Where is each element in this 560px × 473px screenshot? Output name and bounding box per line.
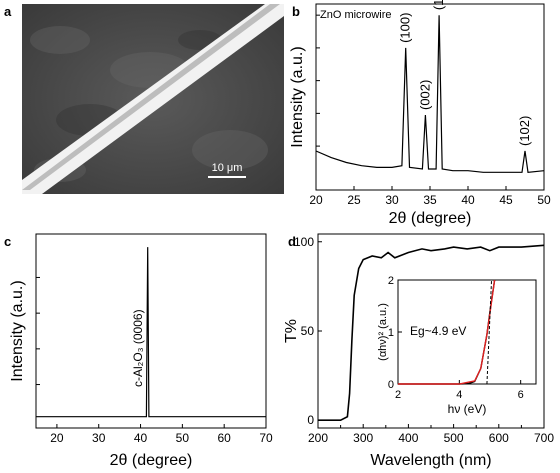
panel-label-d: d	[288, 234, 296, 249]
x-ticks-b: 20 25 30 35 40 45 50	[309, 186, 551, 207]
c-xtick-label: 60	[218, 431, 232, 445]
peak-label: (102)	[517, 116, 532, 146]
inset-y-axis-label: (αhν)² (a.u.)	[377, 303, 389, 361]
x-axis-label-b: 2θ (degree)	[389, 210, 472, 227]
y-ticks-c	[36, 276, 40, 386]
b-xtick-label: 40	[461, 193, 475, 207]
inset-xtick-label: 6	[518, 389, 524, 401]
series-line-d	[318, 244, 545, 421]
c-xtick-label: 50	[176, 431, 190, 445]
inset-xtick-label: 4	[456, 389, 462, 401]
panel-b: b ZnO microwire 20 25 30 35 40 45 50 (100) (002…	[289, 0, 551, 227]
panel-c: c 20 30 40 50 60 70 c-Al₂O₃ (0006) 2θ (degree…	[4, 233, 273, 469]
x-axis-label-c: 2θ (degree)	[110, 452, 193, 469]
b-xtick-label: 35	[423, 193, 437, 207]
x-axis-label-d: Wavelength (nm)	[370, 452, 491, 469]
panel-label-c: c	[4, 234, 11, 249]
c-xtick-label: 40	[134, 431, 148, 445]
inset-x-axis-label: hν (eV)	[448, 402, 487, 416]
d-xtick-label: 600	[489, 431, 509, 445]
c-xtick-label: 30	[92, 431, 106, 445]
microwire-shade	[22, 4, 280, 190]
y-ticks-b	[316, 14, 320, 147]
chart-b-title: ZnO microwire	[320, 9, 392, 21]
d-ytick-label: 100	[294, 235, 314, 249]
d-ytick-label: 0	[307, 413, 314, 427]
inset-ytick-label: 1	[388, 327, 394, 339]
plot-frame-c	[35, 233, 267, 429]
panel-label-b: b	[292, 4, 300, 19]
scale-bar-label: 10 μm	[212, 162, 243, 174]
inset-annotation: Eg~4.9 eV	[410, 324, 466, 338]
x-ticks-d: 200 300 400 500 600 700	[308, 424, 554, 445]
y-axis-label-d: T%	[283, 319, 300, 343]
b-xtick-label: 50	[537, 193, 551, 207]
chart-c-annotation: c-Al₂O₃ (0006)	[131, 309, 145, 387]
y-axis-label-b: Intensity (a.u.)	[289, 46, 306, 147]
d-xtick-label: 500	[444, 431, 464, 445]
y-axis-label-c: Intensity (a.u.)	[9, 280, 26, 381]
inset-ytick-label: 0	[388, 379, 394, 391]
panel-label-a: a	[4, 4, 12, 19]
y-ticks-d: 0 50 100	[294, 235, 322, 427]
inset-chart: 2 4 6 0 1 2 Eg~4.9 eV hν (eV) (αhν)² (a.u.)	[377, 275, 537, 416]
peak-label: (100)	[398, 13, 413, 43]
inset-extrapolation-line	[486, 279, 493, 385]
b-xtick-label: 30	[385, 193, 399, 207]
b-xtick-label: 45	[499, 193, 513, 207]
b-xtick-label: 25	[347, 193, 361, 207]
series-line-b	[315, 15, 545, 173]
c-xtick-label: 70	[259, 431, 273, 445]
peak-labels-b: (100) (002) (101) (102)	[398, 0, 532, 146]
inset-ytick-label: 2	[388, 275, 394, 287]
peak-label: (101)	[431, 0, 446, 10]
inset-series-fit	[398, 279, 496, 385]
d-ytick-label: 50	[301, 324, 315, 338]
b-xtick-label: 20	[309, 193, 323, 207]
d-xtick-label: 400	[398, 431, 418, 445]
inset-xtick-label: 2	[395, 389, 401, 401]
series-line-c	[36, 247, 266, 418]
panel-d: d 200 300 400 500 600 700 0 50 100 Wavelength (…	[283, 233, 554, 469]
panel-a: a 10 μm	[4, 4, 284, 194]
c-xtick-label: 20	[50, 431, 64, 445]
x-ticks-c: 20 30 40 50 60 70	[50, 424, 273, 445]
peak-label: (002)	[417, 80, 432, 110]
inset-frame	[397, 279, 537, 385]
d-xtick-label: 300	[353, 431, 373, 445]
d-xtick-label: 200	[308, 431, 328, 445]
d-xtick-label: 700	[534, 431, 554, 445]
